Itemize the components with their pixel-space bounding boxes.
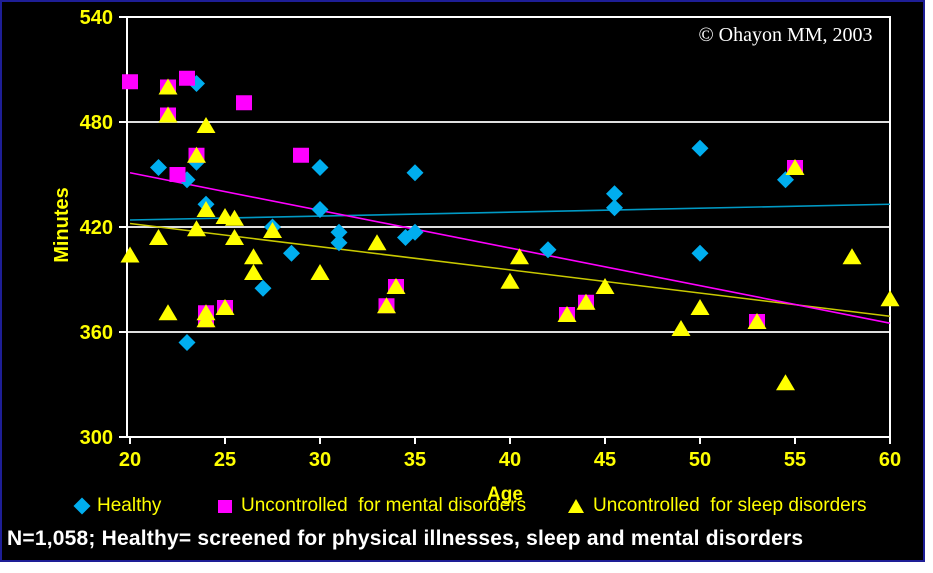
data-point-triangle — [377, 297, 396, 314]
data-point-diamond — [539, 241, 557, 259]
data-point-square — [122, 74, 138, 90]
data-point-triangle — [244, 248, 263, 265]
data-point-diamond — [406, 164, 424, 182]
data-point-triangle — [776, 374, 795, 391]
data-point-triangle — [785, 159, 805, 175]
y-tick-label: 300 — [80, 427, 113, 449]
x-tick-label: 35 — [404, 449, 426, 471]
data-point-diamond — [311, 201, 329, 218]
data-point-diamond — [254, 279, 272, 297]
data-point-triangle — [158, 106, 178, 123]
data-point-triangle — [225, 229, 244, 245]
data-point-diamond — [330, 234, 348, 252]
data-point-triangle — [747, 313, 767, 329]
copyright-text: © Ohayon MM, 2003 — [698, 24, 873, 46]
data-point-diamond — [150, 159, 167, 176]
legend-item-sleep: Uncontrolled for sleep disorders — [568, 495, 867, 517]
data-point-triangle — [244, 264, 263, 280]
legend-label-mental: Uncontrolled for mental disorders — [241, 495, 527, 516]
data-point-diamond — [691, 244, 709, 262]
data-point-square — [236, 95, 252, 111]
data-point-triangle — [196, 117, 216, 133]
data-point-diamond — [311, 159, 329, 176]
data-point-triangle — [576, 293, 596, 310]
data-point-triangle — [120, 246, 140, 263]
data-point-diamond — [178, 334, 196, 351]
trend-line — [129, 222, 891, 318]
data-point-triangle — [263, 222, 282, 238]
data-point-triangle — [310, 264, 330, 280]
x-tick-label: 40 — [499, 449, 521, 471]
y-tick-label: 480 — [80, 112, 113, 134]
data-point-square — [179, 70, 195, 86]
data-point-triangle — [671, 320, 691, 336]
data-point-diamond — [283, 244, 300, 262]
data-point-triangle — [842, 248, 862, 265]
data-point-triangle — [196, 311, 216, 328]
footnote: N=1,058; Healthy= screened for physical … — [7, 527, 804, 550]
data-point-diamond — [330, 223, 348, 241]
slide: 300 360 420 480 540 20 25 30 35 40 45 50 55 60 © Ohay… — [0, 0, 925, 562]
data-point-triangle — [158, 78, 178, 95]
x-tick-label: 20 — [119, 449, 141, 471]
data-point-triangle — [149, 229, 168, 245]
data-point-triangle — [187, 220, 206, 237]
y-axis-title: Minutes — [51, 187, 73, 263]
data-point-triangle — [225, 209, 244, 226]
data-point-triangle — [880, 290, 900, 307]
data-point-square — [293, 147, 309, 163]
data-point-diamond — [606, 185, 623, 203]
sleep-triangle-icon — [568, 499, 584, 513]
data-point-triangle — [386, 278, 406, 294]
data-point-triangle — [595, 278, 615, 294]
data-point-triangle — [187, 146, 206, 163]
data-point-triangle — [367, 234, 387, 251]
y-tick-label: 540 — [80, 7, 113, 29]
x-tick-label: 60 — [879, 449, 901, 471]
data-point-triangle — [215, 299, 235, 315]
data-point-triangle — [557, 306, 577, 322]
x-tick-label: 30 — [309, 449, 331, 471]
data-point-diamond — [406, 223, 424, 241]
data-point-triangle — [158, 304, 178, 321]
legend-label-healthy: Healthy — [97, 495, 162, 516]
data-point-triangle — [510, 248, 529, 265]
legend-item-mental: Uncontrolled for mental disorders — [218, 495, 526, 517]
x-tick-label: 50 — [689, 449, 711, 471]
data-point-triangle — [690, 299, 710, 315]
trend-line — [129, 203, 891, 221]
y-tick-label: 360 — [80, 322, 113, 344]
y-tick-label: 420 — [80, 217, 113, 239]
mental-square-icon — [218, 499, 232, 513]
x-tick-label: 25 — [214, 449, 236, 471]
healthy-diamond-icon — [73, 497, 91, 515]
scatter-chart: 300 360 420 480 540 20 25 30 35 40 45 50 55 60 — [80, 7, 902, 471]
x-tick-label: 45 — [594, 449, 616, 471]
legend-label-sleep: Uncontrolled for sleep disorders — [593, 495, 867, 516]
data-point-square — [169, 167, 186, 182]
data-point-diamond — [777, 171, 794, 189]
data-point-triangle — [500, 272, 520, 289]
data-point-triangle — [196, 201, 216, 217]
data-point-diamond — [606, 199, 623, 217]
x-tick-label: 55 — [784, 449, 806, 471]
x-axis-title: Age — [487, 484, 523, 505]
data-point-diamond — [691, 139, 709, 157]
legend-item-healthy: Healthy — [73, 495, 162, 517]
trend-line — [129, 171, 891, 325]
